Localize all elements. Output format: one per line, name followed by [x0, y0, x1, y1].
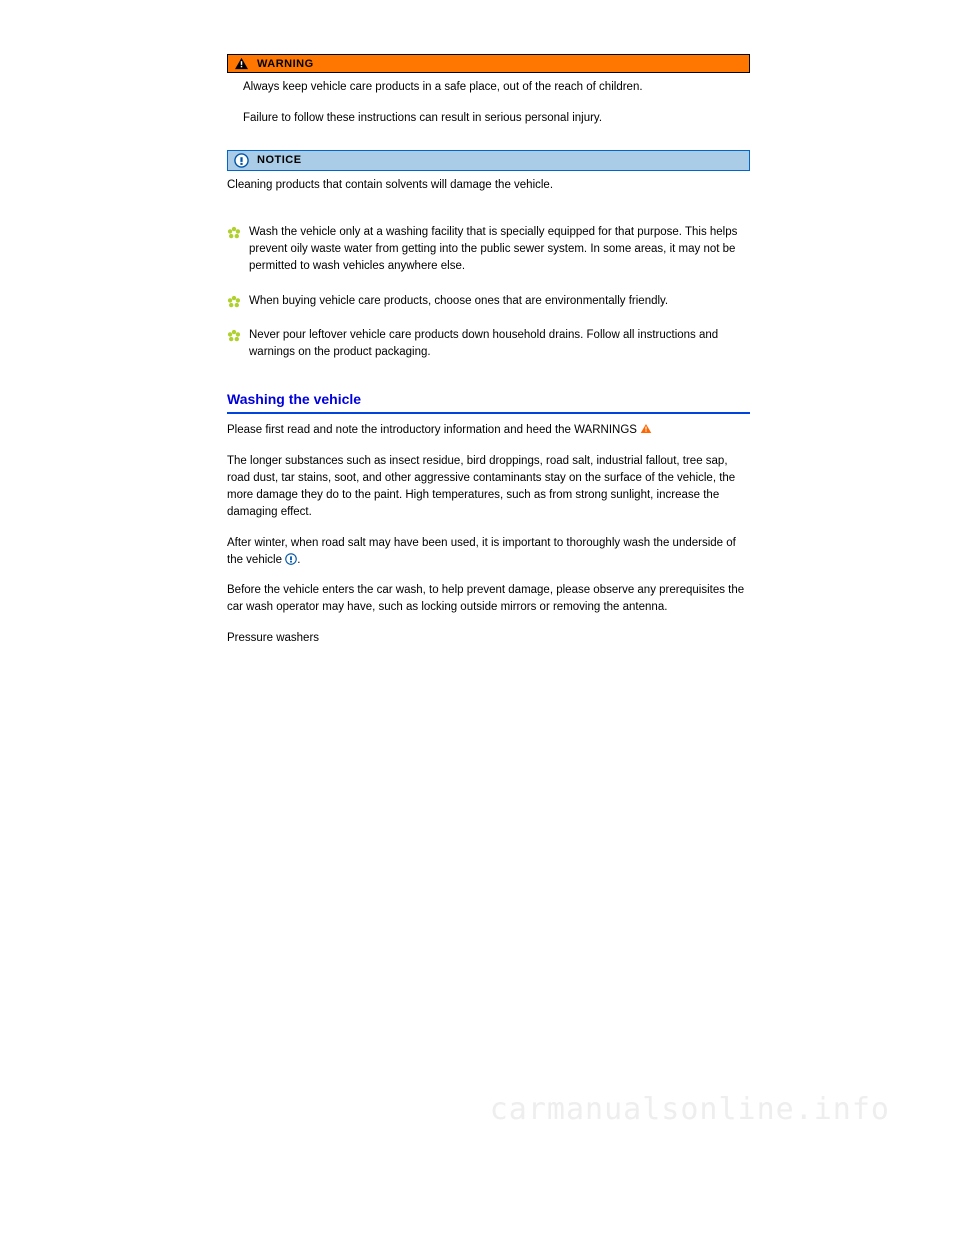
body-p4: Pressure washers	[227, 630, 750, 647]
watermark: carmanualsonline.info	[490, 1092, 890, 1127]
body-p3: Before the vehicle enters the car wash, …	[227, 582, 750, 617]
warning-bullet-1: Always keep vehicle care products in a s…	[227, 79, 750, 96]
warning-box: WARNING	[227, 54, 750, 73]
title-underline	[227, 412, 750, 414]
flower-icon	[227, 329, 245, 362]
warning-header: WARNING	[228, 55, 749, 72]
inline-notice-icon	[285, 553, 297, 565]
flower-icon	[227, 226, 245, 276]
page-content: WARNING Always keep vehicle care product…	[0, 54, 960, 647]
body-p2: After winter, when road salt may have be…	[227, 535, 750, 570]
read-first-text: Please first read and note the introduct…	[227, 424, 637, 436]
eco-item-2: When buying vehicle care products, choos…	[227, 293, 750, 310]
notice-text: Cleaning products that contain solvents …	[227, 177, 750, 194]
notice-box: NOTICE	[227, 150, 750, 171]
eco-item-1: Wash the vehicle only at a washing facil…	[227, 224, 750, 276]
body-p1: The longer substances such as insect res…	[227, 453, 750, 522]
read-first-line: Please first read and note the introduct…	[227, 422, 750, 439]
notice-header: NOTICE	[228, 151, 749, 170]
warning-label: WARNING	[257, 58, 314, 70]
section-title: Washing the vehicle	[227, 391, 750, 410]
inline-warning-icon	[640, 423, 652, 434]
notice-circle-icon	[234, 153, 249, 168]
warning-triangle-icon	[234, 57, 249, 70]
eco-text-2: When buying vehicle care products, choos…	[245, 293, 668, 310]
eco-text-1: Wash the vehicle only at a washing facil…	[245, 224, 750, 276]
notice-label: NOTICE	[257, 154, 302, 166]
eco-text-3: Never pour leftover vehicle care product…	[245, 327, 750, 362]
eco-item-3: Never pour leftover vehicle care product…	[227, 327, 750, 362]
warning-bullet-2: Failure to follow these instructions can…	[227, 110, 750, 127]
body-p2-text: After winter, when road salt may have be…	[227, 537, 736, 566]
flower-icon	[227, 295, 245, 310]
